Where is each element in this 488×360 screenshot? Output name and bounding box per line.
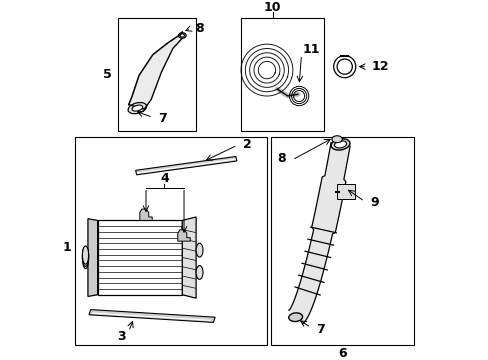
- Ellipse shape: [178, 33, 186, 38]
- Text: 1: 1: [62, 241, 71, 254]
- Bar: [241, 18, 324, 131]
- Bar: [75, 138, 266, 345]
- Ellipse shape: [132, 105, 142, 111]
- Ellipse shape: [128, 103, 146, 114]
- Text: 3: 3: [118, 330, 126, 343]
- Ellipse shape: [82, 247, 88, 269]
- Polygon shape: [89, 310, 215, 323]
- Ellipse shape: [196, 243, 203, 257]
- Text: 5: 5: [103, 68, 112, 81]
- Bar: [118, 18, 196, 131]
- Text: 6: 6: [338, 347, 346, 360]
- Text: 2: 2: [242, 138, 251, 151]
- Text: 7: 7: [158, 112, 166, 125]
- Ellipse shape: [180, 34, 184, 37]
- Bar: [271, 138, 413, 345]
- Polygon shape: [98, 220, 182, 295]
- Ellipse shape: [82, 246, 88, 264]
- FancyBboxPatch shape: [337, 184, 354, 199]
- Text: 11: 11: [302, 43, 320, 56]
- Text: 12: 12: [371, 60, 388, 73]
- Polygon shape: [182, 217, 196, 298]
- Ellipse shape: [334, 141, 346, 148]
- Text: 8: 8: [195, 22, 203, 35]
- Ellipse shape: [331, 136, 342, 143]
- Ellipse shape: [288, 313, 302, 321]
- Ellipse shape: [330, 139, 349, 150]
- Polygon shape: [140, 209, 152, 220]
- Ellipse shape: [196, 266, 203, 279]
- Ellipse shape: [82, 246, 88, 266]
- Polygon shape: [178, 230, 190, 241]
- Text: 4: 4: [160, 172, 168, 185]
- Polygon shape: [288, 143, 349, 324]
- Polygon shape: [135, 157, 236, 175]
- Text: 8: 8: [277, 152, 285, 165]
- Polygon shape: [128, 36, 182, 109]
- Polygon shape: [88, 219, 98, 297]
- Text: 7: 7: [316, 323, 325, 336]
- Text: 10: 10: [263, 1, 281, 14]
- Text: 9: 9: [369, 196, 378, 209]
